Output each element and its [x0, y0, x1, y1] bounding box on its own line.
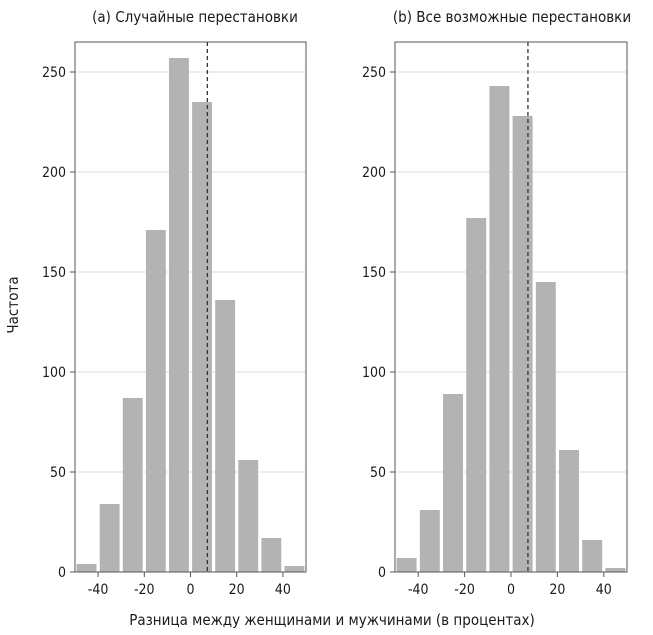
plot-frame: [394, 41, 628, 573]
y-tick-label: 0: [378, 565, 386, 581]
histogram-bar: [192, 102, 212, 572]
x-tick-label: 0: [186, 582, 194, 598]
histogram-bar: [238, 460, 259, 572]
y-tick-label: 250: [362, 65, 386, 81]
histogram-bar: [605, 568, 626, 572]
y-tick-label: 0: [58, 565, 66, 581]
x-tick-label: 0: [507, 582, 515, 598]
histogram-bar: [443, 394, 463, 572]
x-tick-label: -20: [454, 582, 475, 598]
panel-b: (b) Все возможные перестановки 0 50 100 150 2…: [362, 8, 631, 598]
histogram-bar: [559, 450, 579, 572]
y-tick-label: 200: [362, 165, 386, 181]
y-tick-label: 50: [370, 465, 386, 481]
histogram-bar: [76, 564, 97, 572]
histogram-bar: [284, 566, 305, 572]
histogram-bar: [122, 398, 143, 572]
histogram-bar: [261, 538, 282, 572]
x-tick-label: 20: [549, 582, 565, 598]
histogram-bar: [512, 116, 533, 572]
histogram-bar: [489, 86, 510, 572]
histogram-bar: [535, 282, 556, 572]
x-tick-label: -40: [88, 582, 109, 598]
x-tick-label: -40: [408, 582, 429, 598]
y-tick-label: 100: [42, 365, 66, 381]
histogram-bar: [169, 58, 189, 572]
y-tick-label: 150: [42, 265, 66, 281]
histogram-bar: [419, 510, 440, 572]
x-tick-label: 40: [275, 582, 291, 598]
x-tick-label: -20: [134, 582, 155, 598]
x-axis-label: Разница между женщинами и мужчинами (в п…: [129, 611, 535, 629]
histogram-bar: [215, 300, 236, 572]
panel-a: (a) Случайные перестановки05010015020025…: [42, 8, 307, 598]
x-tick-label: 20: [229, 582, 245, 598]
x-tick-label: 40: [596, 582, 612, 598]
histogram-bar: [145, 230, 166, 572]
y-tick-label: 50: [50, 465, 66, 481]
histogram-bar: [582, 540, 603, 572]
panel-title: (a) Случайные перестановки: [92, 8, 298, 26]
histogram-bar: [99, 504, 120, 572]
y-tick-label: 150: [362, 265, 386, 281]
histogram-bar: [466, 218, 487, 572]
plot-frame: [74, 41, 307, 573]
y-tick-label: 200: [42, 165, 66, 181]
histogram-bar: [396, 558, 417, 572]
y-axis-label: Частота: [4, 276, 22, 333]
panel-title: (b) Все возможные перестановки: [393, 8, 631, 26]
y-tick-label: 250: [42, 65, 66, 81]
y-tick-label: 100: [362, 365, 386, 381]
